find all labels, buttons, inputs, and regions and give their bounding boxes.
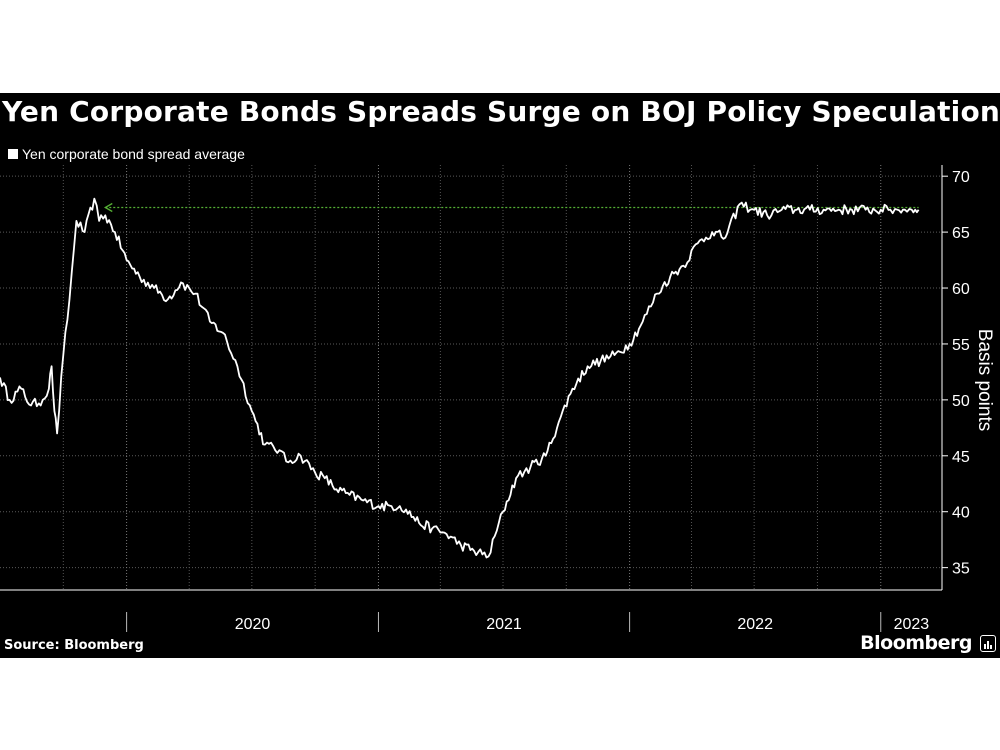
x-axis: 2020 2021 2022 2023 [0,589,942,633]
y-tick-label: 50 [952,393,970,410]
gridlines [0,165,942,590]
legend-swatch [8,149,18,159]
series-layer [0,197,920,559]
source-note: Source: Bloomberg [4,638,144,653]
y-tick-label: 60 [952,281,970,298]
y-tick-label: 70 [952,169,970,186]
chart-panel [0,93,1000,658]
y-tick-label: 45 [952,449,970,466]
reference-arrowhead [103,202,113,213]
x-tick-label: 2021 [486,616,522,633]
y-tick-label: 35 [952,561,970,578]
x-tick-label: 2023 [894,616,930,633]
y-axis-label: Basis points [974,329,995,431]
brand-logo-text: Bloomberg [860,632,972,654]
y-tick-label: 40 [952,505,970,522]
x-tick-label: 2020 [235,616,271,633]
y-tick-label: 55 [952,337,970,354]
bloomberg-chart-icon [980,635,996,652]
legend-label: Yen corporate bond spread average [22,146,245,162]
y-axis: 35 40 45 50 55 60 65 70 [941,165,970,590]
legend: Yen corporate bond spread average [8,146,245,162]
series-line [0,197,920,559]
y-tick-label: 65 [952,225,970,242]
chart-title: Yen Corporate Bonds Spreads Surge on BOJ… [2,95,1000,128]
x-tick-label: 2022 [737,616,773,633]
